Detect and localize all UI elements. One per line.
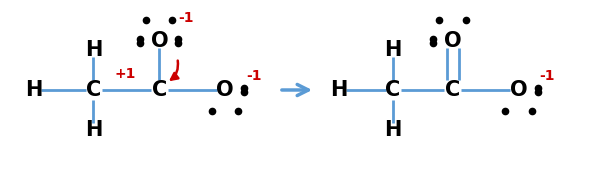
- Text: C: C: [152, 80, 167, 100]
- Text: H: H: [384, 120, 401, 140]
- Text: O: O: [509, 80, 527, 100]
- Text: H: H: [85, 40, 102, 60]
- Text: H: H: [384, 40, 401, 60]
- Text: -1: -1: [539, 69, 555, 83]
- Text: H: H: [85, 120, 102, 140]
- Text: O: O: [151, 31, 168, 51]
- Text: C: C: [86, 80, 101, 100]
- Text: C: C: [385, 80, 400, 100]
- Text: O: O: [444, 31, 461, 51]
- Text: O: O: [217, 80, 234, 100]
- FancyArrowPatch shape: [171, 61, 178, 80]
- Text: -1: -1: [246, 69, 262, 83]
- Text: +1: +1: [115, 67, 136, 81]
- Text: -1: -1: [179, 11, 194, 25]
- Text: C: C: [445, 80, 460, 100]
- Text: H: H: [330, 80, 347, 100]
- Text: H: H: [25, 80, 43, 100]
